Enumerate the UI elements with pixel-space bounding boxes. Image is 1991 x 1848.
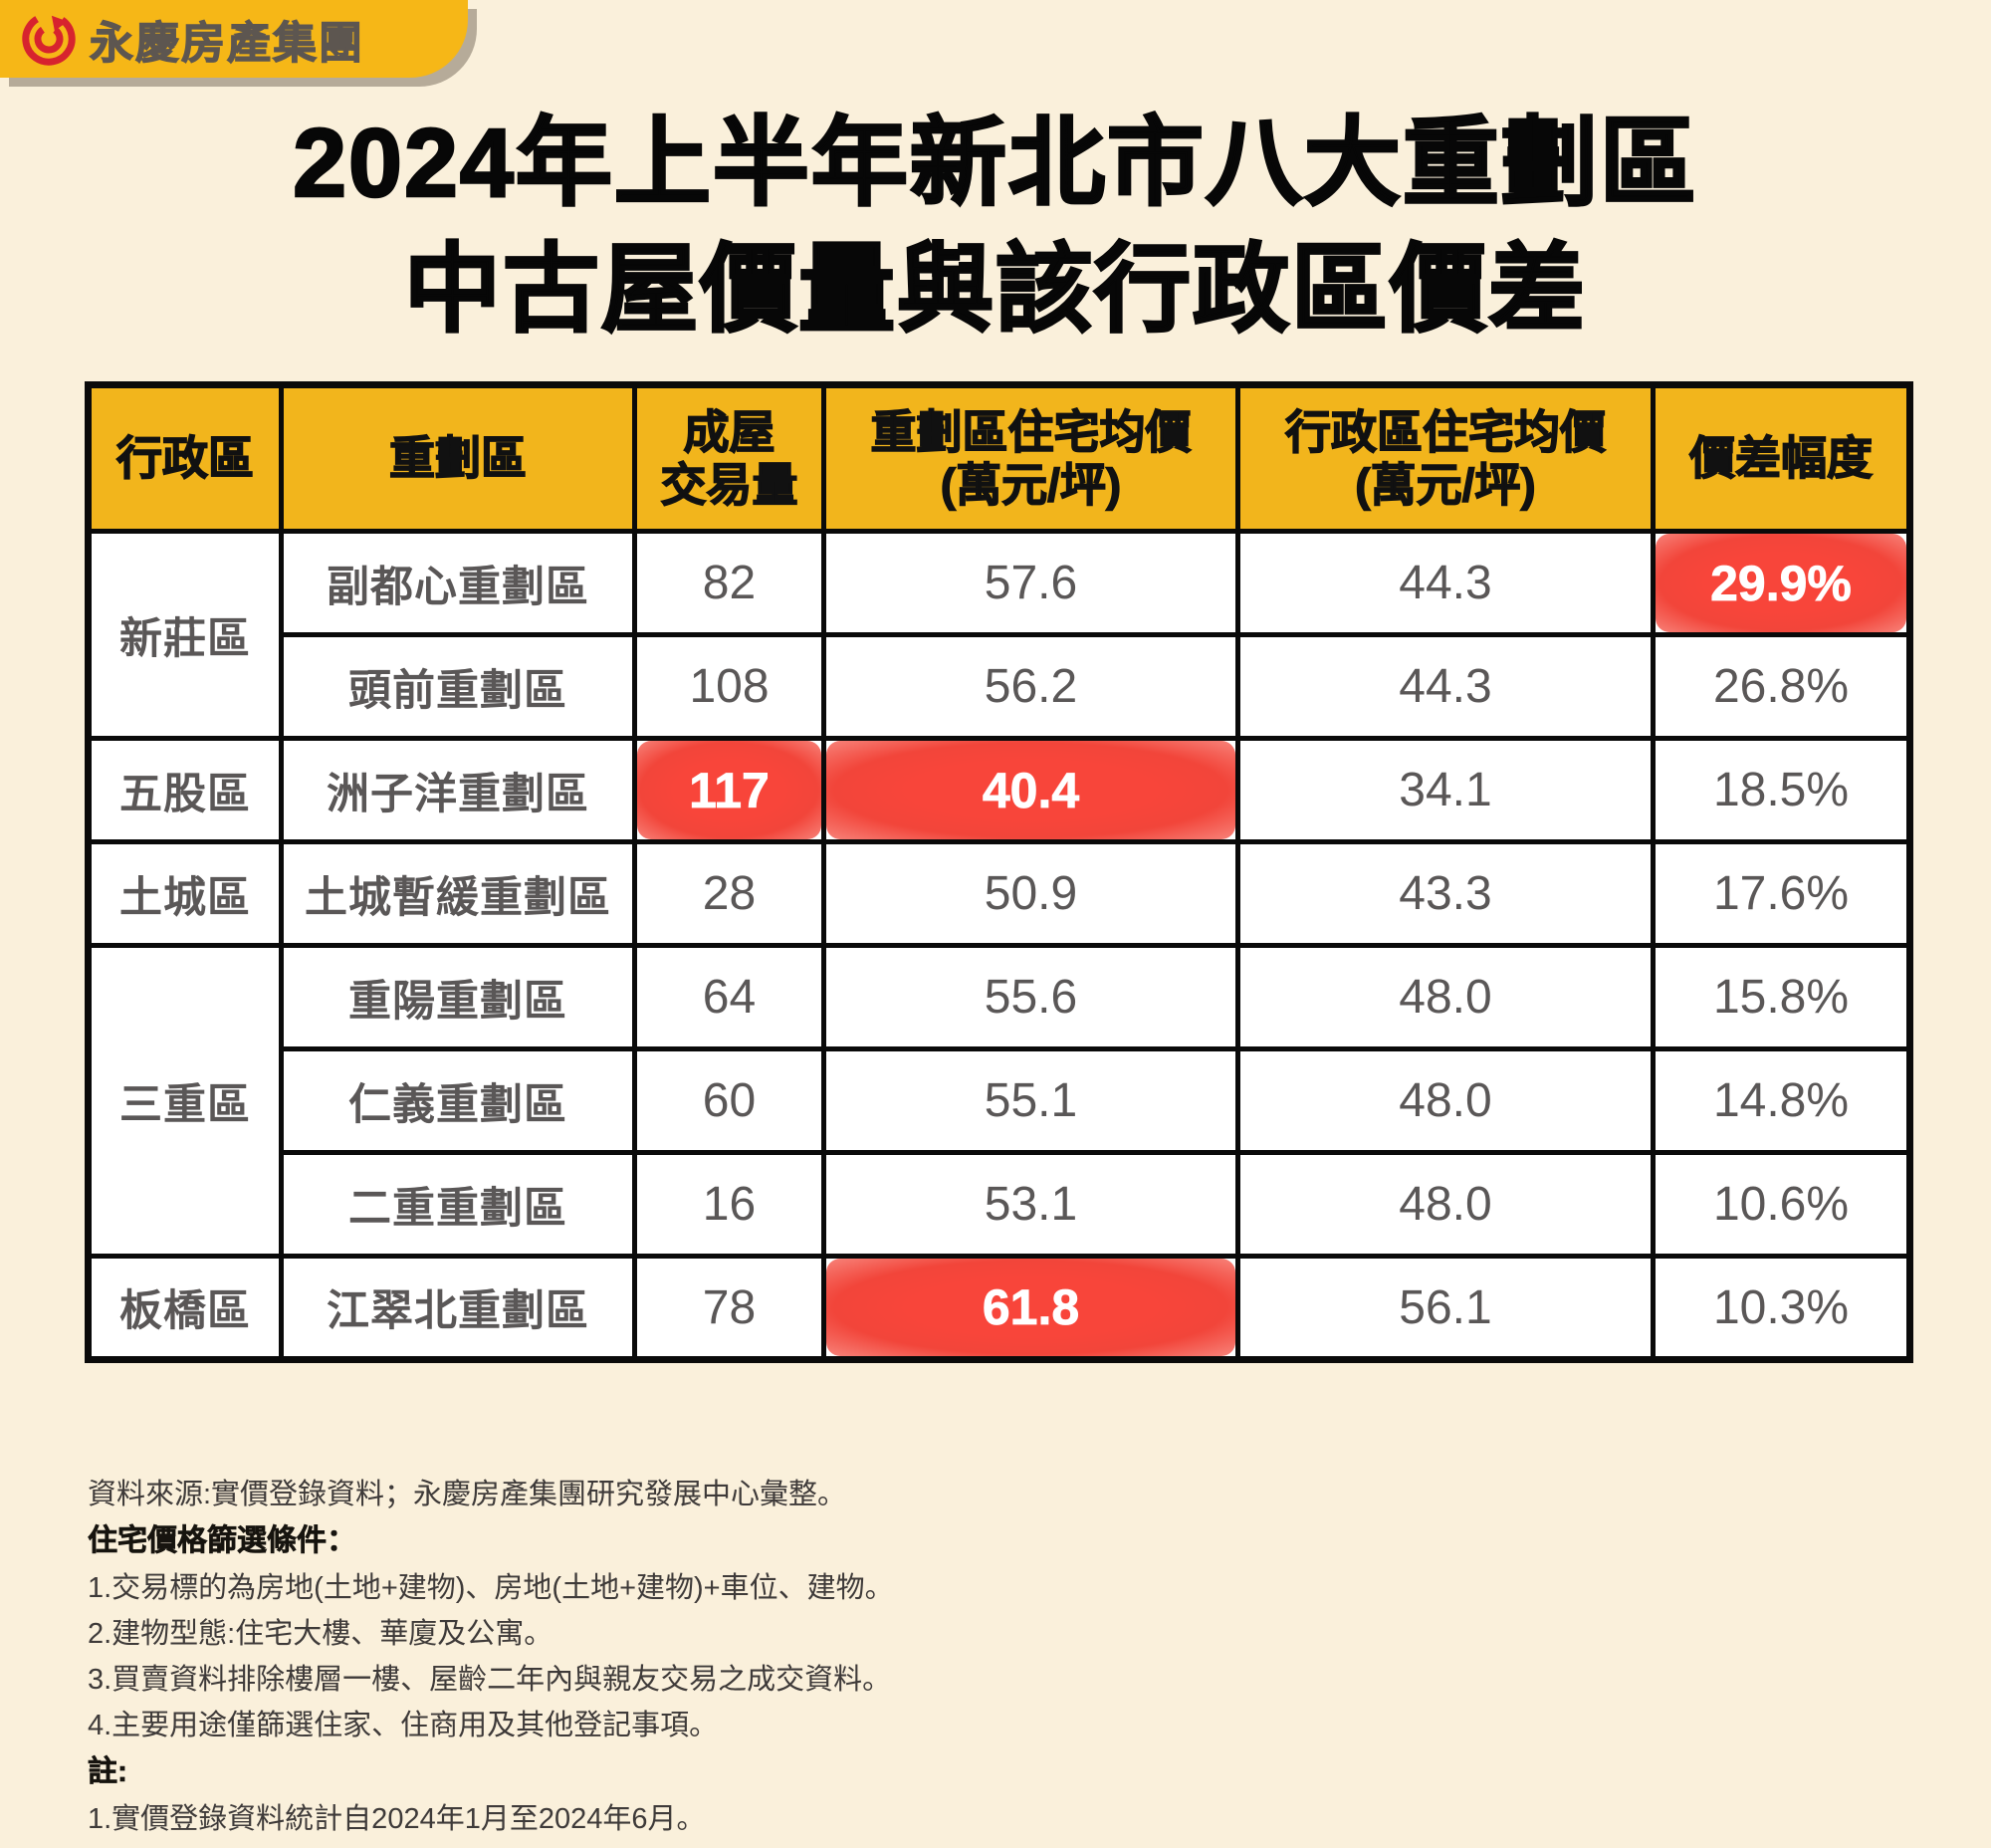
cell-district-price: 34.1 [1235, 736, 1656, 844]
title-line-1: 2024年上半年新北市八大重劃區 [292, 108, 1698, 219]
cell-volume: 117 [632, 736, 826, 844]
table-row: 仁義重劃區 60 55.1 48.0 14.8% [89, 1046, 1912, 1155]
table-row: 板橋區 江翠北重劃區 78 61.8 56.1 10.3% [86, 1254, 1912, 1362]
data-table-container: 行政區 重劃區 成屋 交易量 重劃區住宅均價 (萬元/坪) 行政區住宅均價 (萬元/坪… [85, 381, 1913, 1363]
cell-district: 土城區 [86, 839, 284, 948]
data-table: 行政區 重劃區 成屋 交易量 重劃區住宅均價 (萬元/坪) 行政區住宅均價 (萬元/坪… [85, 381, 1913, 1363]
logo-arrowhead [51, 15, 69, 31]
cell-zone-price: 57.6 [821, 529, 1240, 637]
brand-logo-text: 永慶房產集團 [89, 18, 364, 68]
cell-district-price: 43.3 [1235, 839, 1656, 948]
highlight-badge: 40.4 [826, 741, 1235, 839]
cell-price-gap: 10.6% [1651, 1150, 1912, 1259]
brand-logo-icon [22, 12, 76, 66]
cell-volume: 28 [632, 839, 826, 948]
cell-district: 三重區 [86, 943, 284, 1259]
col-header-district: 行政區 [86, 382, 284, 534]
highlight-badge: 117 [637, 741, 821, 839]
cell-price-gap: 29.9% [1651, 529, 1912, 637]
cell-volume: 16 [632, 1150, 826, 1259]
cell-zone: 副都心重劃區 [279, 529, 637, 637]
cell-zone: 重陽重劃區 [279, 943, 637, 1051]
title-line-2: 中古屋價量與該行政區價差 [403, 234, 1587, 346]
cell-price-gap: 14.8% [1651, 1046, 1912, 1155]
cell-price-gap: 17.6% [1651, 839, 1912, 948]
filter-item: 2.建物型態:住宅大樓、華廈及公寓。 [88, 1617, 553, 1650]
filter-title: 住宅價格篩選條件： [88, 1524, 357, 1558]
table-header: 行政區 重劃區 成屋 交易量 重劃區住宅均價 (萬元/坪) 行政區住宅均價 (萬元/坪… [86, 382, 1912, 534]
table-body: 新莊區 副都心重劃區 82 57.6 44.3 29.9% 頭前重劃區 108 … [86, 529, 1912, 1362]
cell-zone-price: 61.8 [821, 1254, 1240, 1362]
cell-zone: 二重重劃區 [279, 1150, 637, 1259]
cell-zone-price: 50.9 [821, 839, 1240, 948]
cell-volume: 108 [632, 632, 826, 741]
cell-volume: 60 [632, 1046, 826, 1155]
col-header-district-price: 行政區住宅均價 (萬元/坪) [1235, 382, 1656, 534]
cell-district: 五股區 [86, 736, 284, 844]
col-header-price-gap: 價差幅度 [1651, 382, 1912, 534]
cell-district-price: 48.0 [1235, 1046, 1656, 1155]
cell-district-price: 44.3 [1235, 632, 1656, 741]
highlight-badge: 61.8 [826, 1259, 1235, 1356]
table-row: 土城區 土城暫緩重劃區 28 50.9 43.3 17.6% [86, 839, 1912, 948]
table-row: 二重重劃區 16 53.1 48.0 10.6% [89, 1150, 1912, 1259]
cell-zone: 江翠北重劃區 [279, 1254, 637, 1362]
brand-banner: 永慶房產集團 [0, 0, 468, 78]
cell-zone-price: 56.2 [821, 632, 1240, 741]
source-line: 資料來源:實價登錄資料；永慶房產集團研究發展中心彙整。 [88, 1479, 847, 1510]
highlight-badge: 29.9% [1656, 534, 1906, 632]
cell-price-gap: 18.5% [1651, 736, 1912, 844]
cell-zone: 土城暫緩重劃區 [279, 839, 637, 948]
cell-zone: 仁義重劃區 [279, 1046, 637, 1155]
filter-item: 3.買賣資料排除樓層一樓、屋齡二年內與親友交易之成交資料。 [88, 1664, 892, 1697]
cell-price-gap: 10.3% [1651, 1254, 1912, 1362]
table-row: 頭前重劃區 108 56.2 44.3 26.8% [89, 632, 1912, 741]
col-header-volume: 成屋 交易量 [632, 382, 826, 534]
cell-zone: 頭前重劃區 [279, 632, 637, 741]
cell-district-price: 48.0 [1235, 1150, 1656, 1259]
cell-zone-price: 55.1 [821, 1046, 1240, 1155]
col-header-zone: 重劃區 [279, 382, 637, 534]
col-header-zone-price: 重劃區住宅均價 (萬元/坪) [821, 382, 1240, 534]
cell-district: 新莊區 [86, 529, 284, 741]
cell-price-gap: 15.8% [1651, 943, 1912, 1051]
cell-district: 板橋區 [86, 1254, 284, 1362]
cell-district-price: 48.0 [1235, 943, 1656, 1051]
table-row: 三重區 重陽重劃區 64 55.6 48.0 15.8% [86, 943, 1912, 1259]
cell-price-gap: 26.8% [1651, 632, 1912, 741]
cell-zone-price: 40.4 [821, 736, 1240, 844]
cell-zone-price: 55.6 [821, 943, 1240, 1051]
table-row: 新莊區 副都心重劃區 82 57.6 44.3 29.9% [86, 529, 1912, 741]
cell-zone-price: 53.1 [821, 1150, 1240, 1259]
note-item: 1.實價登錄資料統計自2024年1月至2024年6月。 [88, 1802, 706, 1835]
cell-district-price: 56.1 [1235, 1254, 1656, 1362]
table-row: 五股區 洲子洋重劃區 117 40.4 34.1 18.5% [86, 736, 1912, 844]
cell-volume: 78 [632, 1254, 826, 1362]
table-header-row: 行政區 重劃區 成屋 交易量 重劃區住宅均價 (萬元/坪) 行政區住宅均價 (萬元/坪… [86, 382, 1912, 534]
cell-volume: 64 [632, 943, 826, 1051]
cell-zone: 洲子洋重劃區 [279, 736, 637, 844]
filter-item: 1.交易標的為房地(土地+建物)、房地(土地+建物)+車位、建物。 [88, 1571, 894, 1604]
page-title: 2024年上半年新北市八大重劃區 中古屋價量與該行政區價差 [0, 100, 1991, 352]
filter-item: 4.主要用途僅篩選住家、住商用及其他登記事項。 [88, 1710, 719, 1742]
cell-district-price: 44.3 [1235, 529, 1656, 637]
cell-volume: 82 [632, 529, 826, 637]
footnotes: 資料來源:實價登錄資料；永慶房產集團研究發展中心彙整。 住宅價格篩選條件： 1.… [88, 1478, 1919, 1848]
note-title: 註: [88, 1755, 128, 1789]
